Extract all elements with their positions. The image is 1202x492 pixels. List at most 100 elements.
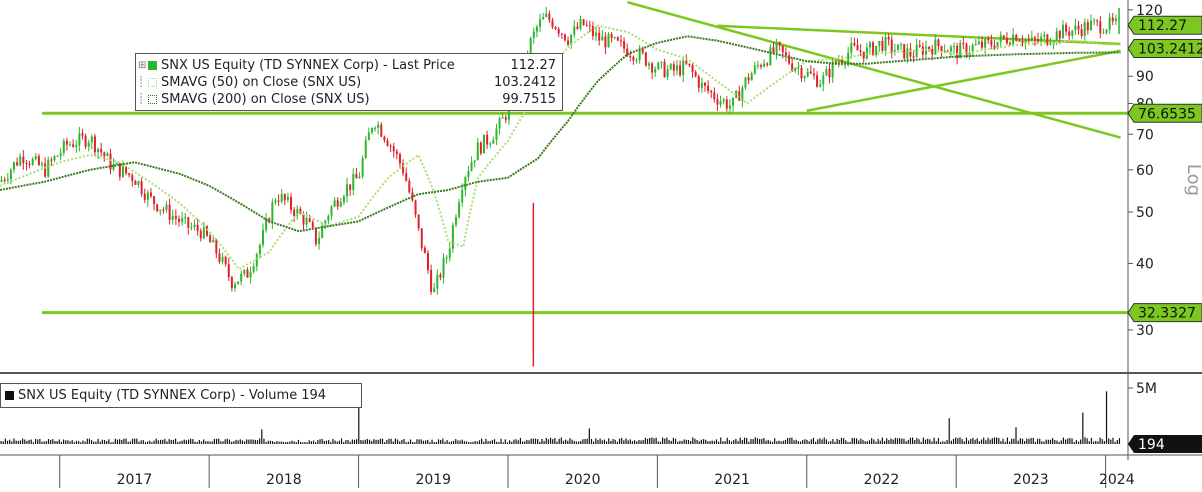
volume-bar: [1082, 412, 1084, 444]
volume-bar: [771, 441, 774, 444]
volume-bar: [858, 440, 860, 444]
price-candle-body: [3, 179, 6, 181]
volume-bar: [159, 439, 162, 444]
volume-bar: [1062, 437, 1065, 444]
volume-bar: [418, 439, 420, 444]
price-candle-body: [283, 194, 286, 201]
volume-bar: [112, 442, 114, 444]
volume-bar: [140, 440, 142, 444]
volume-bar: [392, 441, 394, 444]
volume-bar: [718, 441, 720, 444]
volume-bar: [1110, 439, 1112, 444]
volume-bar: [478, 440, 481, 444]
price-candle-body: [383, 136, 386, 141]
volume-bar: [263, 438, 265, 444]
volume-bar: [420, 439, 422, 444]
volume-bar: [1105, 391, 1108, 444]
price-legend[interactable]: ⊞ SNX US Equity (TD SYNNEX Corp) - Last …: [135, 53, 563, 111]
price-candle-body: [109, 153, 112, 170]
volume-bar: [474, 441, 476, 444]
volume-bar: [1116, 440, 1118, 444]
legend-value: 112.27: [510, 58, 557, 73]
price-candle-body: [265, 218, 268, 230]
price-candle-body: [750, 73, 753, 81]
volume-bar: [433, 441, 435, 444]
price-candle-body: [426, 253, 429, 270]
volume-bar: [1092, 441, 1095, 444]
volume-bar: [922, 437, 924, 444]
volume-bar: [847, 441, 849, 444]
volume-bar: [1071, 438, 1073, 444]
price-candle-body: [554, 27, 557, 29]
volume-bar: [970, 438, 972, 444]
volume-bar: [883, 441, 886, 444]
price-candle-body: [965, 44, 968, 55]
price-candle-body: [358, 176, 361, 179]
price-candle-body: [296, 208, 299, 217]
volume-bar: [476, 441, 478, 444]
volume-bar: [877, 438, 879, 444]
price-candle-body: [1030, 37, 1033, 41]
x-tick-label: 2024: [1099, 472, 1135, 488]
volume-bar: [237, 440, 239, 444]
price-candle-body: [803, 76, 806, 79]
volume-bar: [207, 441, 209, 444]
volume-bar: [1099, 437, 1101, 444]
price-candle-body: [999, 35, 1002, 42]
volume-bar: [616, 441, 618, 444]
volume-bar: [125, 438, 127, 444]
price-candle-body: [221, 256, 224, 262]
price-candle-body: [44, 163, 47, 177]
price-candle-body: [78, 133, 81, 146]
volume-bar: [610, 440, 612, 444]
volume-legend[interactable]: SNX US Equity (TD SYNNEX Corp) - Volume …: [0, 383, 362, 408]
volume-bar: [90, 440, 93, 444]
volume-panel: [0, 391, 1121, 444]
price-candle-body: [619, 40, 622, 42]
volume-bar: [1056, 440, 1058, 444]
volume-bar: [1064, 439, 1067, 444]
price-candle-body: [458, 202, 461, 218]
volume-bar: [862, 440, 864, 444]
price-candle-body: [806, 71, 809, 77]
value-tag-label: 103.2412: [1138, 42, 1202, 58]
price-candle-body: [302, 213, 305, 225]
volume-bar: [698, 441, 700, 444]
price-candle-body: [946, 50, 949, 52]
price-candle-body: [585, 24, 588, 26]
volume-bar: [80, 442, 82, 444]
price-candle-body: [227, 264, 230, 278]
volume-bar: [504, 439, 506, 444]
volume-bar: [241, 440, 244, 444]
volume-bar: [271, 441, 274, 444]
price-candle-body: [405, 173, 408, 181]
volume-bar: [261, 429, 263, 444]
volume-bar: [437, 439, 440, 444]
price-candle-body: [140, 181, 143, 194]
volume-bar: [728, 440, 731, 444]
volume-bar: [340, 438, 343, 444]
price-candle-body: [604, 36, 607, 48]
volume-bar: [455, 439, 457, 444]
volume-bar: [1049, 439, 1052, 444]
volume-bar: [722, 441, 724, 444]
volume-bar: [894, 437, 896, 444]
value-tag: 76.6535: [1127, 103, 1202, 123]
volume-bar: [278, 441, 280, 444]
price-candle-body: [470, 162, 473, 171]
price-candle-body: [370, 128, 373, 133]
volume-bar: [448, 442, 450, 444]
volume-bar: [28, 439, 30, 444]
volume-bar: [599, 438, 601, 444]
volume-bar: [297, 439, 300, 444]
price-candle-body: [707, 85, 710, 91]
volume-bar: [808, 441, 810, 444]
volume-bar: [317, 440, 319, 444]
price-candle-body: [545, 13, 548, 17]
volume-bar: [1034, 441, 1037, 444]
volume-bar: [765, 440, 767, 444]
y-tick-label: 120: [1136, 3, 1163, 19]
x-tick-label: 2018: [266, 472, 302, 488]
volume-bar: [569, 438, 571, 444]
price-candle-body: [445, 257, 448, 259]
